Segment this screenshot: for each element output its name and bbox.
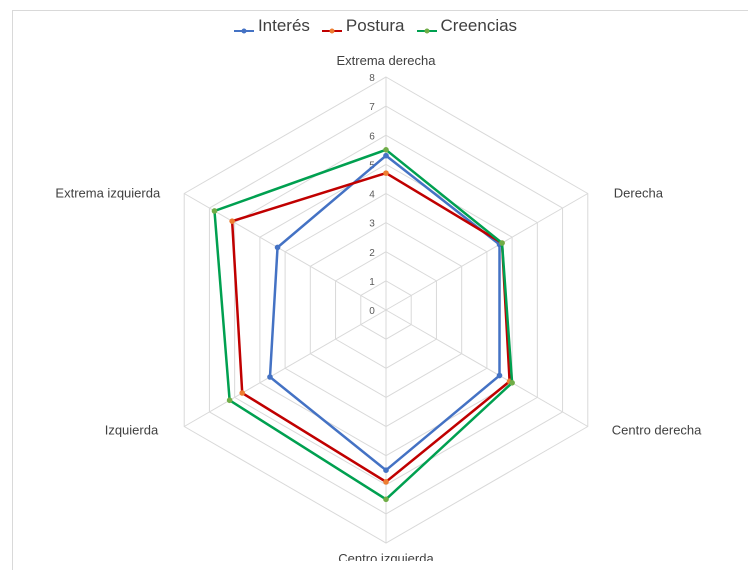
- legend-item-creencias[interactable]: Creencias: [416, 16, 518, 36]
- category-label-2: Centro derecha: [612, 423, 702, 438]
- legend-item-interes[interactable]: Interés: [233, 16, 310, 36]
- series-1-point-3: [383, 479, 389, 485]
- series-1-point-5: [229, 218, 235, 224]
- series-2-point-0: [383, 147, 389, 153]
- series-2-point-2: [509, 380, 515, 386]
- tick-label-1: 1: [369, 277, 375, 288]
- chart-legend: Interés Postura Creencias: [0, 16, 751, 36]
- category-label-3: Centro izquierda: [338, 551, 434, 561]
- series-1-point-4: [239, 390, 246, 396]
- series-0-point-0: [383, 152, 389, 159]
- tick-label-0: 0: [369, 306, 375, 317]
- tick-label-4: 4: [369, 190, 375, 201]
- legend-swatch-interes: [233, 21, 254, 34]
- grid-spoke-4: [183, 309, 387, 427]
- legend-label-postura: Postura: [345, 16, 405, 35]
- tick-label-8: 8: [369, 73, 375, 84]
- series-0-point-5: [274, 244, 281, 251]
- series-0-point-2: [496, 372, 503, 379]
- legend-swatch-postura: [321, 21, 342, 34]
- tick-label-3: 3: [369, 219, 375, 230]
- category-label-5: Extrema izquierda: [55, 186, 161, 201]
- series-1-point-0: [383, 170, 389, 176]
- grid-spoke-1: [385, 193, 589, 311]
- series-2-point-1: [499, 240, 505, 246]
- legend-label-interes: Interés: [257, 16, 310, 35]
- series-0-point-4: [267, 374, 273, 380]
- grid-spoke-2: [385, 309, 589, 427]
- series-2-point-5: [211, 208, 218, 214]
- legend-label-creencias: Creencias: [440, 16, 518, 35]
- series-2-point-3: [383, 496, 389, 503]
- series-line-0: [268, 154, 501, 472]
- series-0-point-3: [383, 467, 389, 473]
- series-line-2: [213, 148, 514, 501]
- series-2-point-4: [226, 397, 233, 404]
- chart-frame: [12, 10, 748, 570]
- legend-swatch-creencias: [416, 21, 437, 34]
- grid-spoke-5: [183, 193, 387, 311]
- category-label-4: Izquierda: [105, 423, 159, 438]
- category-label-1: Derecha: [614, 186, 664, 201]
- legend-item-postura[interactable]: Postura: [321, 16, 405, 36]
- tick-label-6: 6: [369, 131, 375, 142]
- tick-label-7: 7: [369, 102, 375, 113]
- category-label-0: Extrema derecha: [337, 53, 437, 68]
- tick-label-2: 2: [369, 248, 375, 259]
